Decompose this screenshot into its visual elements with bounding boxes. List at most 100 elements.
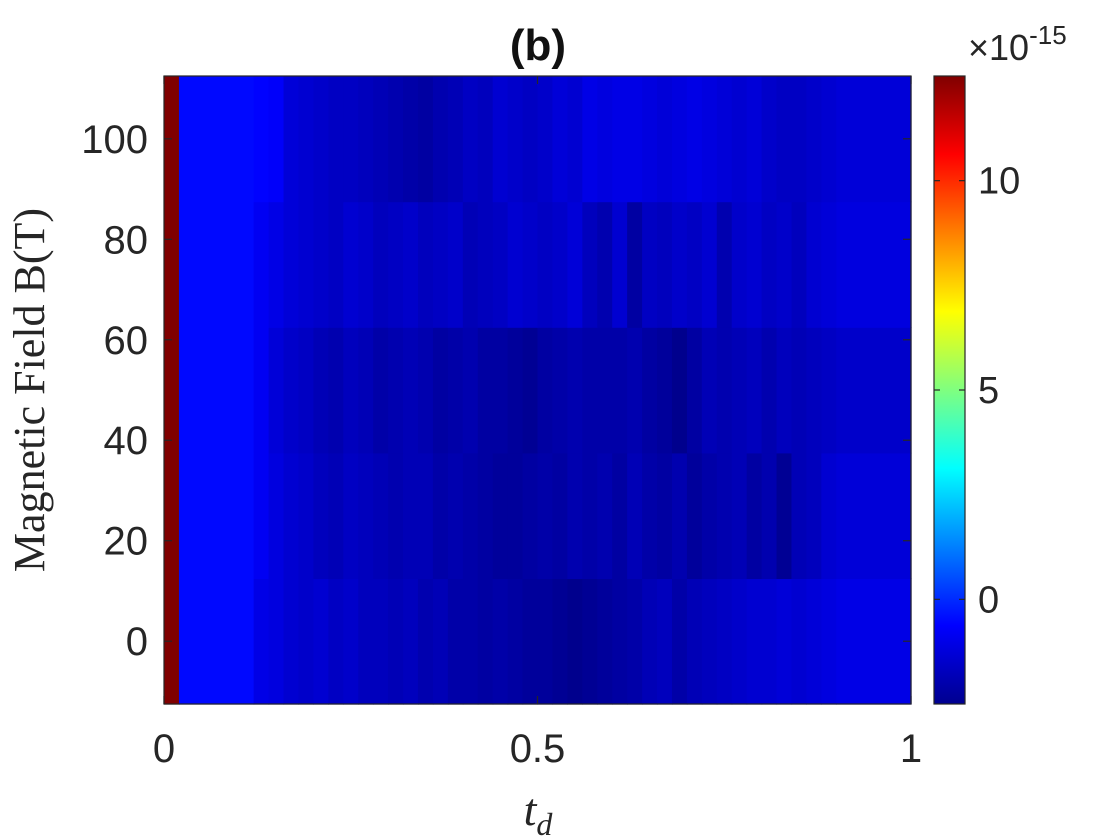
y-tick-label: 80 [104, 218, 149, 262]
heatmap-cell [716, 76, 733, 203]
heatmap-cell [671, 578, 688, 705]
heatmap-cell [567, 578, 583, 705]
heatmap-cell [462, 327, 479, 454]
heatmap-cell [492, 578, 509, 705]
heatmap-cell [328, 201, 344, 328]
heatmap-cell [178, 452, 255, 579]
heatmap-cell [283, 201, 300, 328]
heatmap-cell [492, 452, 509, 579]
heatmap-cell [836, 578, 912, 705]
heatmap-cell [268, 201, 285, 328]
heatmap-cell [313, 76, 329, 203]
colorbar-tick-label: 0 [978, 579, 999, 621]
heatmap-cell [417, 327, 434, 454]
heatmap-cell [313, 327, 329, 454]
heatmap-cell [806, 578, 822, 705]
heatmap-cell [537, 452, 554, 579]
heatmap-cell [283, 578, 300, 705]
heatmap-cell [298, 76, 314, 203]
heatmap-cell [388, 201, 404, 328]
heatmap-cell [298, 201, 314, 328]
heatmap-cell [686, 201, 703, 328]
heatmap-cell [746, 201, 763, 328]
heatmap-cell [507, 452, 524, 579]
heatmap-cell [447, 76, 464, 203]
heatmap-cell [582, 327, 598, 454]
heatmap-cell [343, 76, 359, 203]
colorbar-exponent: ×10-15 [968, 20, 1067, 68]
heatmap-cell [417, 578, 434, 705]
heatmap-cell [447, 452, 464, 579]
heatmap-cell [358, 201, 374, 328]
heatmap-cell [507, 201, 524, 328]
heatmap-cell [836, 452, 912, 579]
heatmap-cell [432, 578, 449, 705]
heatmap-cell [178, 201, 255, 328]
heatmap-cell [821, 327, 837, 454]
heatmap-cell [776, 76, 793, 203]
heatmap-cell [253, 578, 270, 705]
x-axis-label: td [524, 784, 554, 840]
heatmap-cell [821, 76, 837, 203]
heatmap-cell [373, 327, 389, 454]
heatmap-cell [686, 76, 703, 203]
heatmap-cell [552, 452, 568, 579]
heatmap-cell [806, 327, 822, 454]
heatmap-cell [597, 201, 613, 328]
y-tick-label: 100 [81, 118, 148, 162]
heatmap-cell [253, 76, 270, 203]
heatmap-cell [358, 578, 374, 705]
heatmap-cell [791, 201, 808, 328]
heatmap-cell [492, 76, 509, 203]
heatmap-cell [567, 201, 583, 328]
heatmap-cell [253, 201, 270, 328]
heatmap-cell [417, 201, 434, 328]
heatmap-cell [567, 76, 583, 203]
heatmap-cell [492, 201, 509, 328]
heatmap-cell [178, 578, 255, 705]
heatmap-cell [746, 327, 763, 454]
heatmap-cell [373, 76, 389, 203]
heatmap-cell [821, 201, 837, 328]
heatmap-cell [164, 327, 180, 454]
heatmap-cell [283, 76, 300, 203]
heatmap-cell [432, 452, 449, 579]
heatmap-cell [627, 76, 643, 203]
heatmap-cell [821, 578, 837, 705]
heatmap-cell [627, 452, 643, 579]
heatmap-cell [597, 327, 613, 454]
heatmap-cell [447, 578, 464, 705]
heatmap-cell [657, 327, 673, 454]
heatmap-cell [417, 452, 434, 579]
heatmap-cell [343, 327, 359, 454]
heatmap-cell [358, 76, 374, 203]
heatmap-cell [552, 201, 568, 328]
heatmap-cell [178, 327, 255, 454]
heatmap-cell [731, 327, 748, 454]
heatmap-cell [313, 452, 329, 579]
heatmap-cell [343, 201, 359, 328]
heatmap-cell [701, 452, 718, 579]
heatmap-cell [567, 327, 583, 454]
heatmap-cell [836, 201, 912, 328]
heatmap-cell [358, 452, 374, 579]
heatmap-cell [836, 327, 912, 454]
y-tick-label: 60 [104, 319, 149, 363]
heatmap-cell [373, 201, 389, 328]
heatmap-cell [731, 452, 748, 579]
heatmap-cell [701, 201, 718, 328]
heatmap-cell [671, 201, 688, 328]
heatmap-cell [642, 201, 658, 328]
heatmap-cell [642, 452, 658, 579]
heatmap-cell [582, 452, 598, 579]
heatmap-cell [537, 327, 554, 454]
heatmap-cell [447, 327, 464, 454]
heatmap-cell [701, 578, 718, 705]
heatmap-cell [746, 578, 763, 705]
heatmap-cell [731, 201, 748, 328]
heatmap-cell [761, 578, 778, 705]
heatmap-cell [537, 76, 554, 203]
heatmap-cell [761, 452, 778, 579]
heatmap-cell [567, 452, 583, 579]
heatmap-cell [522, 76, 539, 203]
